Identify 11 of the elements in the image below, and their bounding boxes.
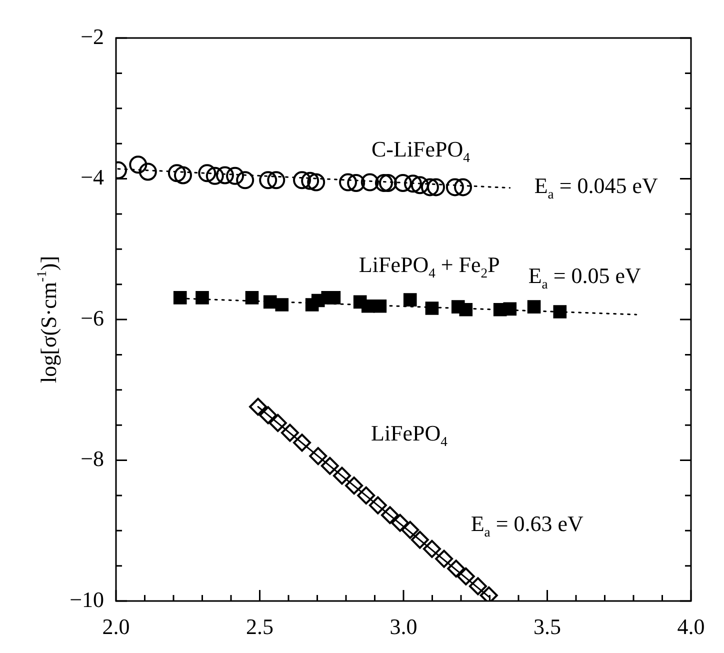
y-tick-label: −10 bbox=[70, 586, 104, 612]
y-axis-title: log[σ(S·cm-1)] bbox=[34, 256, 61, 384]
y-tick-label: −4 bbox=[80, 164, 104, 190]
x-tick-label: 4.0 bbox=[677, 614, 705, 639]
y-tick-label: −6 bbox=[80, 305, 104, 330]
x-tick-label: 3.5 bbox=[534, 614, 561, 639]
x-tick-label: 2.0 bbox=[102, 614, 130, 639]
x-tick-label: 3.0 bbox=[390, 614, 418, 639]
y-tick-label: −2 bbox=[80, 24, 104, 49]
y-tick-label: −8 bbox=[80, 446, 104, 472]
x-tick-label: 2.5 bbox=[246, 614, 274, 639]
